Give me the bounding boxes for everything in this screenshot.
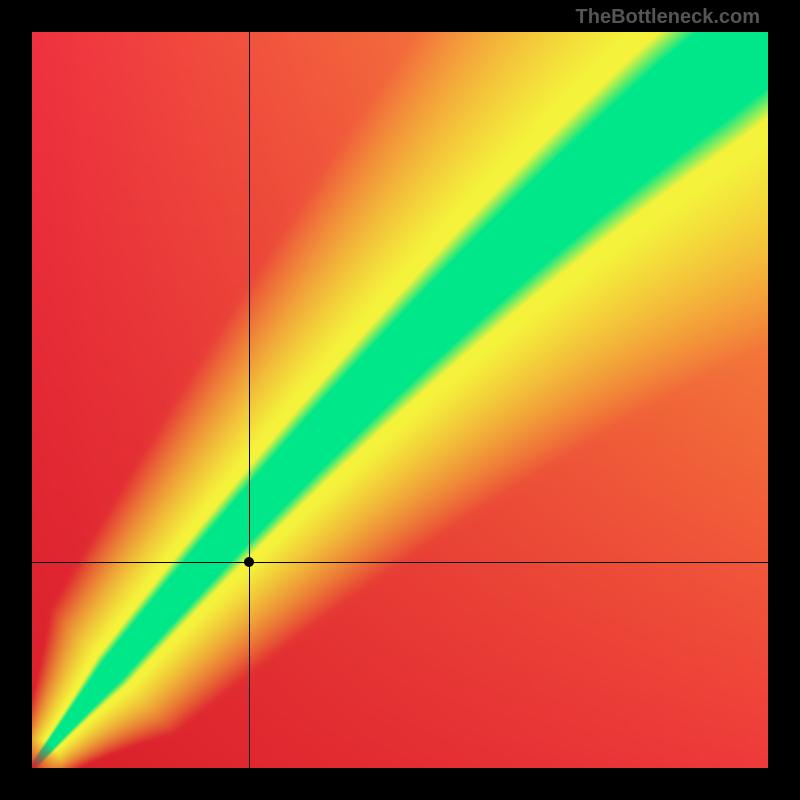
chart-outer-frame: TheBottleneck.com bbox=[0, 0, 800, 800]
crosshair-marker bbox=[244, 557, 254, 567]
crosshair-vertical bbox=[249, 32, 250, 768]
crosshair-horizontal bbox=[32, 562, 768, 563]
heatmap-canvas bbox=[32, 32, 768, 768]
watermark-text: TheBottleneck.com bbox=[576, 6, 760, 29]
heatmap-plot bbox=[32, 32, 768, 768]
